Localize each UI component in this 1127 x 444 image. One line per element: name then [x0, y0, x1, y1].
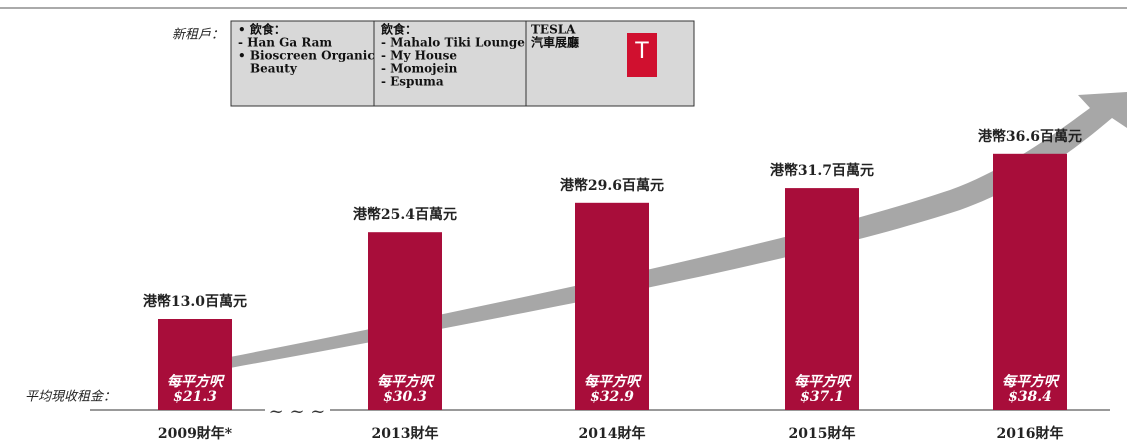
growth-arrow — [230, 92, 1127, 368]
tenant-text: - Mahalo Tiki Lounge — [381, 36, 525, 50]
rent-label: 每平方呎 — [584, 373, 642, 390]
tesla-logo-mark: T — [634, 39, 649, 64]
rent-value: $38.4 — [1008, 389, 1052, 405]
value-label: 港幣31.7百萬元 — [770, 162, 874, 179]
bar — [158, 319, 232, 410]
tenant-text: 汽車展廳 — [531, 35, 579, 50]
rent-axis-label: 平均現收租金： — [25, 389, 116, 405]
tenants-label: 新租戶： — [172, 28, 224, 43]
category-label: 2014財年 — [579, 425, 646, 442]
category-label: 2009財年* — [158, 425, 233, 442]
bar — [785, 188, 859, 410]
tenant-text: - Momojein — [381, 62, 458, 76]
tesla-logo — [627, 33, 657, 77]
tenant-text: • Bioscreen Organic — [238, 49, 375, 63]
rent-label: 每平方呎 — [167, 373, 225, 390]
axis-break: ~ ~ ~ — [269, 401, 326, 422]
category-label: 2016財年 — [997, 425, 1064, 442]
bar — [993, 153, 1067, 411]
tenant-text: - Han Ga Ram — [238, 36, 332, 50]
tenant-text: Beauty — [250, 62, 298, 76]
bar — [368, 232, 442, 410]
rent-value: $21.3 — [173, 389, 217, 405]
category-label: 2013財年 — [372, 425, 439, 442]
tenant-text: 飲食： — [380, 22, 417, 37]
category-label: 2015財年 — [789, 425, 856, 442]
rent-value: $30.3 — [383, 389, 427, 405]
rent-value: $32.9 — [590, 389, 634, 405]
value-label: 港幣13.0百萬元 — [143, 293, 247, 310]
tenant-text: - My House — [381, 49, 457, 63]
tenant-table — [230, 20, 695, 107]
bar — [575, 202, 649, 410]
rent-label: 每平方呎 — [377, 373, 435, 390]
tenant-text: • 飲食： — [238, 22, 286, 37]
tenant-text: - Espuma — [381, 75, 444, 89]
tenant-text: TESLA — [531, 23, 576, 37]
rent-label: 每平方呎 — [1002, 373, 1060, 390]
rent-label: 每平方呎 — [794, 373, 852, 390]
value-label: 港幣36.6百萬元 — [978, 128, 1082, 145]
rent-value: $37.1 — [800, 389, 844, 405]
value-label: 港幣29.6百萬元 — [560, 177, 664, 194]
value-label: 港幣25.4百萬元 — [353, 206, 457, 223]
